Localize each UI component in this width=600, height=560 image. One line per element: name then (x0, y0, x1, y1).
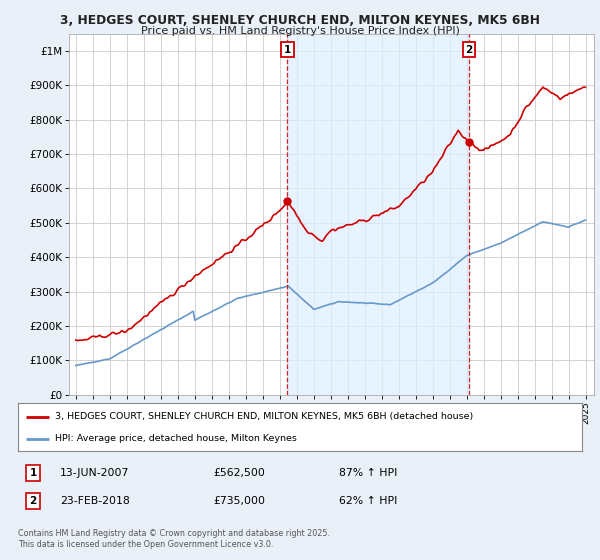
Bar (287, 34, 469, 395)
Text: 3, HEDGES COURT, SHENLEY CHURCH END, MILTON KEYNES, MK5 6BH (detached house): 3, HEDGES COURT, SHENLEY CHURCH END, MIL… (55, 412, 473, 421)
Text: Price paid vs. HM Land Registry's House Price Index (HPI): Price paid vs. HM Land Registry's House … (140, 26, 460, 36)
Text: 2: 2 (29, 496, 37, 506)
Text: 23-FEB-2018: 23-FEB-2018 (60, 496, 130, 506)
Text: £562,500: £562,500 (213, 468, 265, 478)
Text: 3, HEDGES COURT, SHENLEY CHURCH END, MILTON KEYNES, MK5 6BH: 3, HEDGES COURT, SHENLEY CHURCH END, MIL… (60, 14, 540, 27)
Text: 13-JUN-2007: 13-JUN-2007 (60, 468, 130, 478)
Text: £735,000: £735,000 (213, 496, 265, 506)
Text: 2: 2 (466, 45, 473, 55)
Text: Contains HM Land Registry data © Crown copyright and database right 2025.
This d: Contains HM Land Registry data © Crown c… (18, 529, 330, 549)
Text: 1: 1 (29, 468, 37, 478)
Text: 62% ↑ HPI: 62% ↑ HPI (339, 496, 397, 506)
Text: 87% ↑ HPI: 87% ↑ HPI (339, 468, 397, 478)
Text: 1: 1 (284, 45, 291, 55)
Text: HPI: Average price, detached house, Milton Keynes: HPI: Average price, detached house, Milt… (55, 435, 296, 444)
